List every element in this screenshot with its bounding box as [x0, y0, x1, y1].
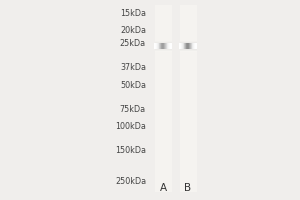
Bar [164, 43, 165, 49]
Bar [156, 43, 157, 49]
Text: 150kDa: 150kDa [115, 146, 146, 155]
Bar [185, 43, 186, 49]
Bar [192, 43, 194, 49]
Bar [179, 5, 197, 192]
Bar [190, 43, 191, 49]
Bar [161, 43, 162, 49]
Bar [194, 43, 195, 49]
Text: 75kDa: 75kDa [120, 105, 146, 114]
Bar [170, 43, 171, 49]
Bar [163, 43, 164, 49]
Bar [186, 43, 187, 49]
Bar [168, 43, 169, 49]
Text: 50kDa: 50kDa [120, 81, 146, 90]
Text: 15kDa: 15kDa [120, 9, 146, 18]
Bar [182, 43, 183, 49]
Bar [187, 43, 188, 49]
Bar [182, 43, 183, 49]
Bar [171, 43, 172, 49]
Bar [187, 43, 188, 49]
Bar [195, 43, 196, 49]
Bar [158, 43, 159, 49]
Bar [184, 43, 185, 49]
Bar [161, 43, 162, 49]
Bar [162, 43, 163, 49]
Bar [163, 43, 164, 49]
Bar [159, 43, 160, 49]
Bar [155, 43, 156, 49]
Bar [169, 43, 170, 49]
Bar [196, 43, 197, 49]
Bar [194, 43, 196, 49]
Bar [167, 43, 168, 49]
Bar [157, 43, 158, 49]
Bar [162, 43, 163, 49]
Bar [180, 43, 181, 49]
Bar [156, 43, 157, 49]
Bar [165, 43, 166, 49]
Bar [188, 43, 189, 49]
Bar [179, 43, 180, 49]
Bar [193, 43, 194, 49]
Bar [188, 43, 189, 49]
Text: A: A [159, 183, 167, 193]
Bar [189, 43, 190, 49]
Bar [186, 43, 187, 49]
Bar [193, 43, 194, 49]
Bar [155, 43, 157, 49]
Bar [190, 43, 191, 49]
Bar [160, 43, 162, 49]
Bar [155, 43, 156, 49]
Bar [166, 43, 167, 49]
Bar [154, 43, 155, 49]
Text: 37kDa: 37kDa [120, 63, 146, 72]
Bar [169, 43, 170, 49]
Bar [168, 43, 169, 49]
Bar [160, 43, 161, 49]
Bar [194, 43, 195, 49]
Bar [185, 43, 186, 49]
Bar [169, 43, 170, 49]
Bar [195, 43, 196, 49]
Bar [189, 43, 190, 49]
Text: 250kDa: 250kDa [115, 177, 146, 186]
Bar [158, 43, 159, 49]
Bar [184, 43, 185, 49]
Bar [167, 43, 168, 49]
Bar [166, 43, 167, 49]
Bar [192, 43, 193, 49]
Bar [164, 43, 165, 49]
Bar [165, 43, 166, 49]
Bar [191, 43, 192, 49]
Bar [159, 43, 160, 49]
Bar [154, 5, 172, 192]
Bar [158, 43, 159, 49]
Bar [183, 43, 184, 49]
Bar [192, 43, 193, 49]
Text: B: B [184, 183, 192, 193]
Bar [183, 43, 184, 49]
Bar [157, 43, 158, 49]
Text: 20kDa: 20kDa [120, 26, 146, 35]
Bar [180, 43, 181, 49]
Bar [170, 43, 171, 49]
Bar [181, 43, 182, 49]
Text: 25kDa: 25kDa [120, 39, 146, 48]
Bar [181, 43, 182, 49]
Bar [191, 43, 192, 49]
Text: 100kDa: 100kDa [115, 122, 146, 131]
Bar [160, 43, 161, 49]
Bar [187, 43, 188, 49]
